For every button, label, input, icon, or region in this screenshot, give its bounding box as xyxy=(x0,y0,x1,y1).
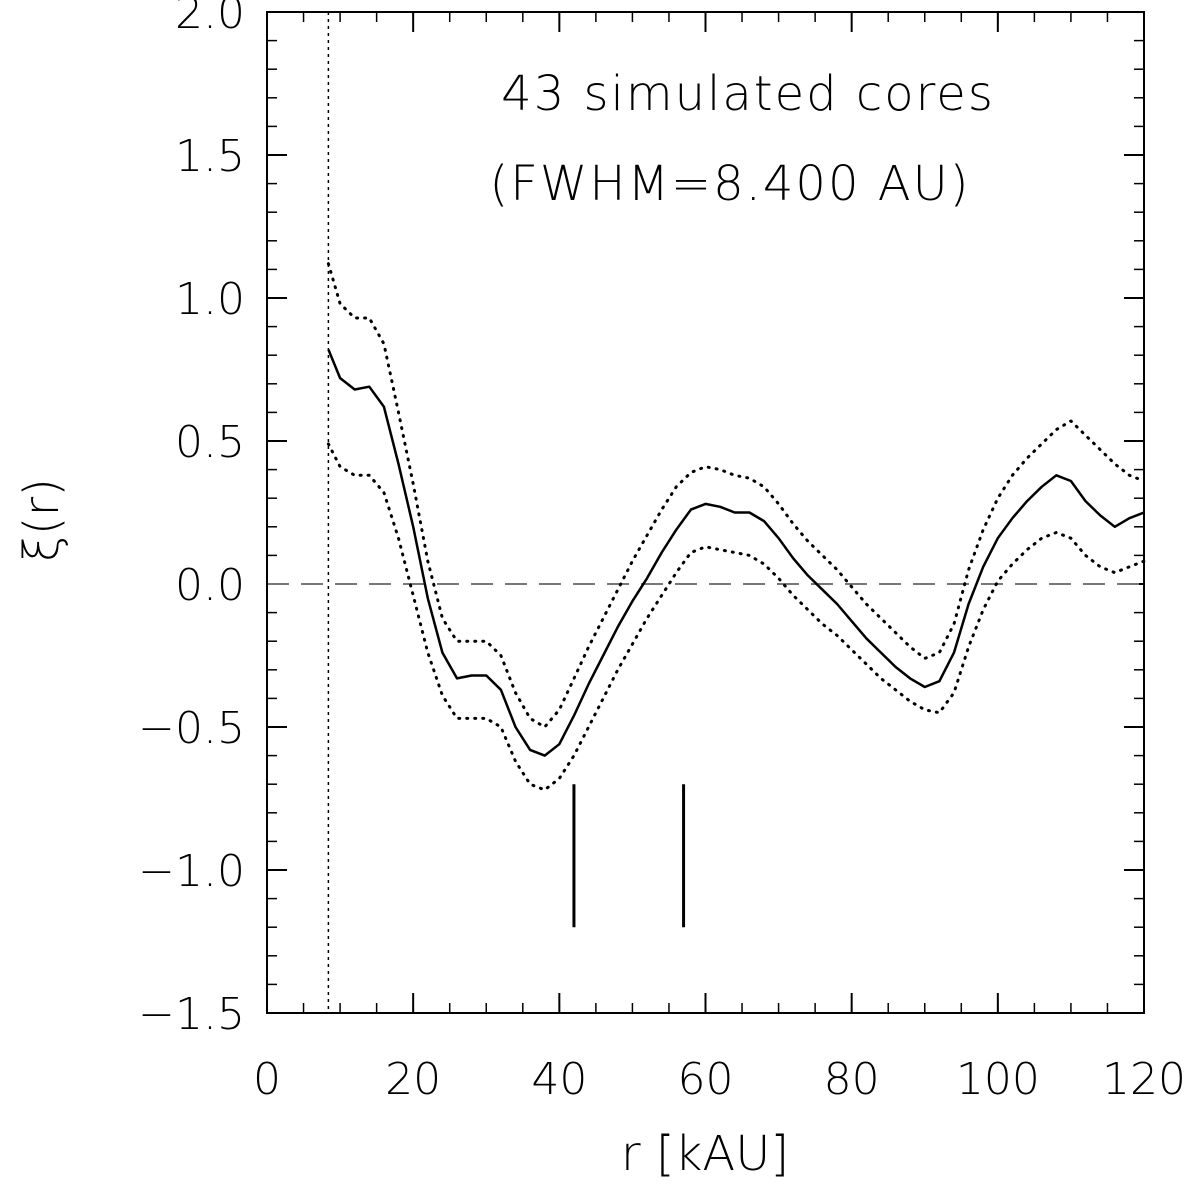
series-lower xyxy=(326,442,1146,792)
data-series xyxy=(326,262,1146,792)
x-tick-label: 100 xyxy=(956,1054,1040,1105)
x-tick-label: 40 xyxy=(531,1054,587,1105)
plot-frame xyxy=(266,11,1145,1014)
y-tick-label: 2.0 xyxy=(175,0,245,39)
series-xi xyxy=(327,349,1145,757)
y-tick-label: 0.5 xyxy=(175,417,245,468)
y-tick-label: −0.5 xyxy=(138,703,245,754)
y-tick-label: −1.5 xyxy=(138,989,245,1040)
y-tick-label: −1.0 xyxy=(138,846,245,897)
tick-labels: 0 20 40 60 80 100 120 −1.5 −1.0 −0.5 0.0 0.5 1.0 1.5 2… xyxy=(138,0,1186,1105)
x-tick-label: 0 xyxy=(253,1054,281,1105)
x-tick-label: 80 xyxy=(824,1054,880,1105)
y-tick-label: 1.0 xyxy=(175,274,245,325)
annotation-cores: 43 simulated cores xyxy=(501,66,995,122)
x-tick-label: 120 xyxy=(1102,1054,1186,1105)
y-tick-label: 1.5 xyxy=(175,131,245,182)
y-axis-label: ξ(r) xyxy=(14,478,70,562)
annotation-fwhm: (FWHM=8.400 AU) xyxy=(490,156,971,212)
x-axis-label: r [kAU] xyxy=(621,1126,789,1182)
series-upper xyxy=(326,262,1146,729)
y-tick-label: 0.0 xyxy=(175,560,245,611)
x-tick-label: 20 xyxy=(385,1054,441,1105)
x-tick-label: 60 xyxy=(678,1054,734,1105)
